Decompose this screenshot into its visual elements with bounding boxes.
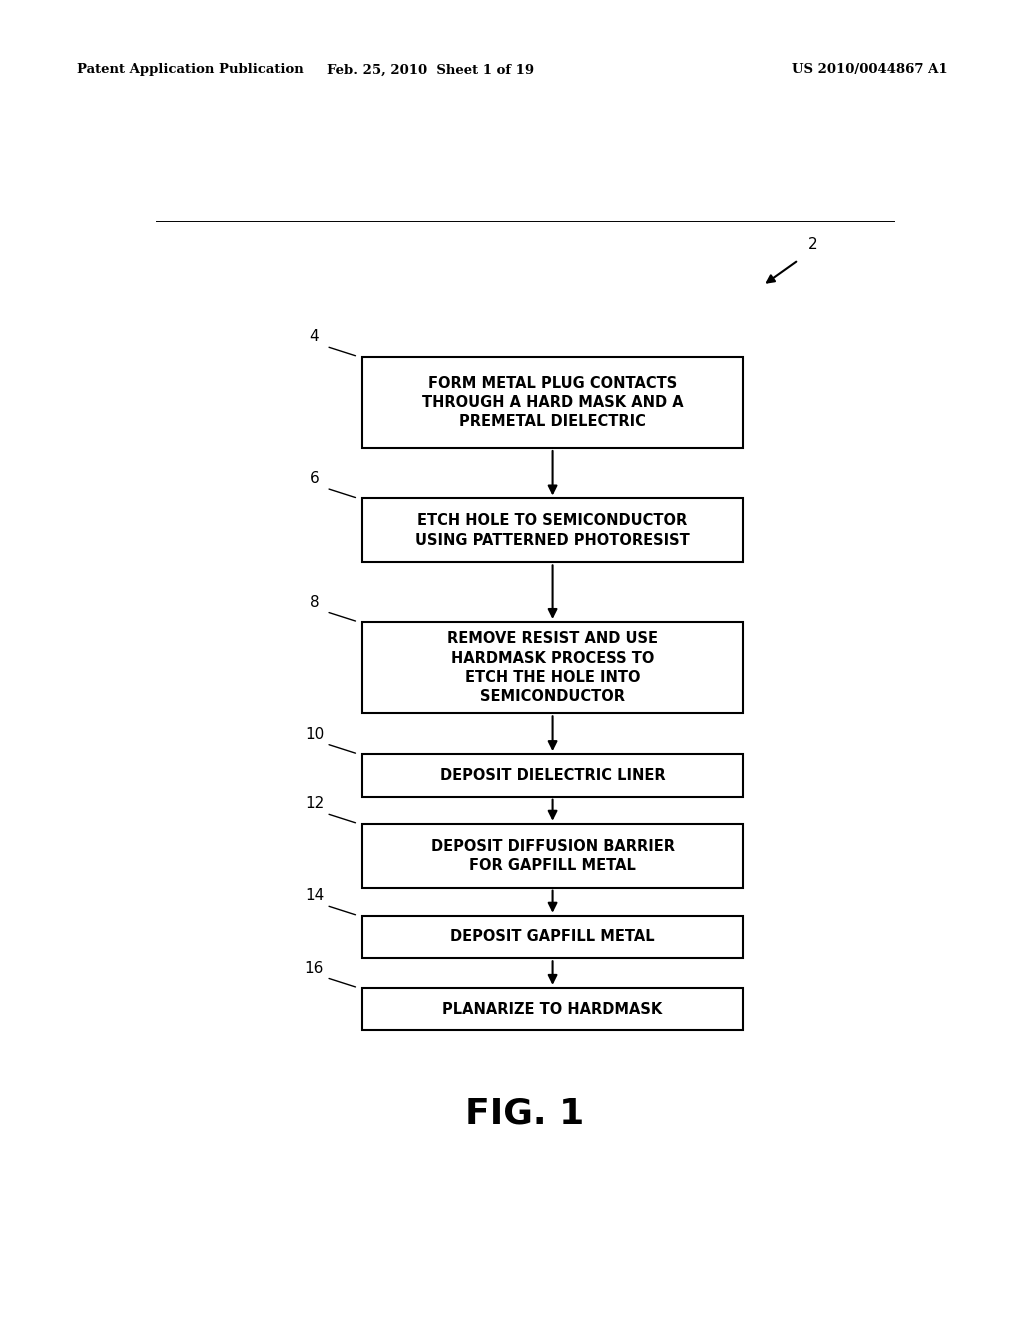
Bar — [362, 499, 743, 562]
Text: FORM METAL PLUG CONTACTS
THROUGH A HARD MASK AND A
PREMETAL DIELECTRIC: FORM METAL PLUG CONTACTS THROUGH A HARD … — [422, 376, 683, 429]
Text: 14: 14 — [305, 888, 325, 903]
Text: Feb. 25, 2010  Sheet 1 of 19: Feb. 25, 2010 Sheet 1 of 19 — [327, 63, 534, 77]
Bar — [362, 754, 743, 797]
Text: ETCH HOLE TO SEMICONDUCTOR
USING PATTERNED PHOTORESIST: ETCH HOLE TO SEMICONDUCTOR USING PATTERN… — [415, 513, 690, 548]
Text: REMOVE RESIST AND USE
HARDMASK PROCESS TO
ETCH THE HOLE INTO
SEMICONDUCTOR: REMOVE RESIST AND USE HARDMASK PROCESS T… — [447, 631, 658, 704]
Text: 12: 12 — [305, 796, 325, 812]
Text: 2: 2 — [808, 236, 818, 252]
Text: US 2010/0044867 A1: US 2010/0044867 A1 — [792, 63, 947, 77]
Bar — [362, 916, 743, 958]
Text: DEPOSIT DIELECTRIC LINER: DEPOSIT DIELECTRIC LINER — [439, 768, 666, 783]
Text: DEPOSIT GAPFILL METAL: DEPOSIT GAPFILL METAL — [451, 929, 655, 945]
Text: PLANARIZE TO HARDMASK: PLANARIZE TO HARDMASK — [442, 1002, 663, 1016]
Bar — [362, 987, 743, 1031]
Text: 6: 6 — [309, 471, 319, 486]
Text: 4: 4 — [309, 330, 319, 345]
Bar — [362, 356, 743, 447]
Text: FIG. 1: FIG. 1 — [465, 1097, 585, 1131]
Text: Patent Application Publication: Patent Application Publication — [77, 63, 303, 77]
Bar — [362, 824, 743, 887]
Text: 8: 8 — [309, 595, 319, 610]
Text: 16: 16 — [305, 961, 325, 975]
Text: DEPOSIT DIFFUSION BARRIER
FOR GAPFILL METAL: DEPOSIT DIFFUSION BARRIER FOR GAPFILL ME… — [430, 838, 675, 873]
Bar — [362, 622, 743, 713]
Text: 10: 10 — [305, 727, 325, 742]
